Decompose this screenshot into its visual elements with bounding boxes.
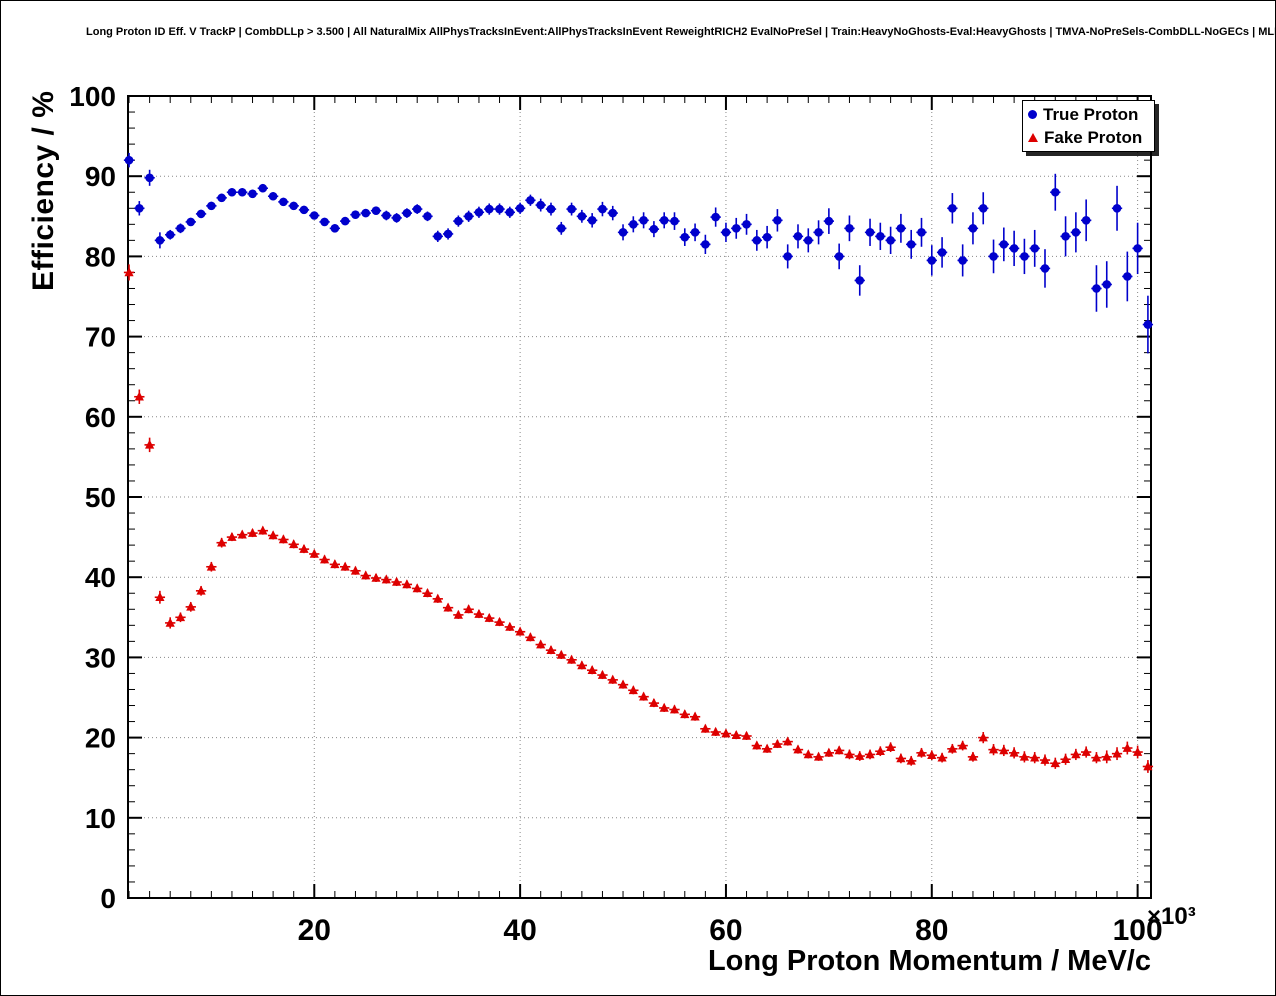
svg-text:100: 100	[69, 81, 116, 112]
svg-text:40: 40	[85, 562, 116, 593]
x-axis-multiplier: ×10³	[1147, 903, 1196, 930]
legend-label-fake-proton: Fake Proton	[1044, 127, 1143, 147]
svg-text:90: 90	[85, 161, 116, 192]
svg-text:0: 0	[100, 883, 116, 914]
svg-text:40: 40	[503, 914, 536, 947]
y-axis-label: Efficiency / %	[27, 90, 60, 291]
legend-label-true-proton: True Proton	[1043, 104, 1139, 124]
svg-text:60: 60	[709, 914, 742, 947]
svg-text:70: 70	[85, 322, 116, 353]
svg-text:80: 80	[915, 914, 948, 947]
svg-text:80: 80	[85, 241, 116, 272]
true-proton-marker-icon	[1028, 110, 1037, 119]
svg-text:10: 10	[85, 803, 116, 834]
svg-text:20: 20	[85, 723, 116, 754]
svg-text:20: 20	[298, 914, 331, 947]
svg-text:50: 50	[85, 482, 116, 513]
svg-text:30: 30	[85, 642, 116, 673]
legend: True Proton Fake Proton	[1022, 100, 1155, 152]
x-axis-label: Long Proton Momentum / MeV/c	[707, 945, 1151, 977]
fake-proton-marker-icon	[1028, 133, 1038, 142]
legend-item-true-proton: True Proton	[1023, 103, 1154, 126]
svg-text:60: 60	[85, 402, 116, 433]
plot-title: Long Proton ID Eff. V TrackP | CombDLLp …	[86, 26, 1275, 38]
svg-text:100: 100	[1113, 914, 1163, 947]
legend-item-fake-proton: Fake Proton	[1023, 126, 1154, 149]
